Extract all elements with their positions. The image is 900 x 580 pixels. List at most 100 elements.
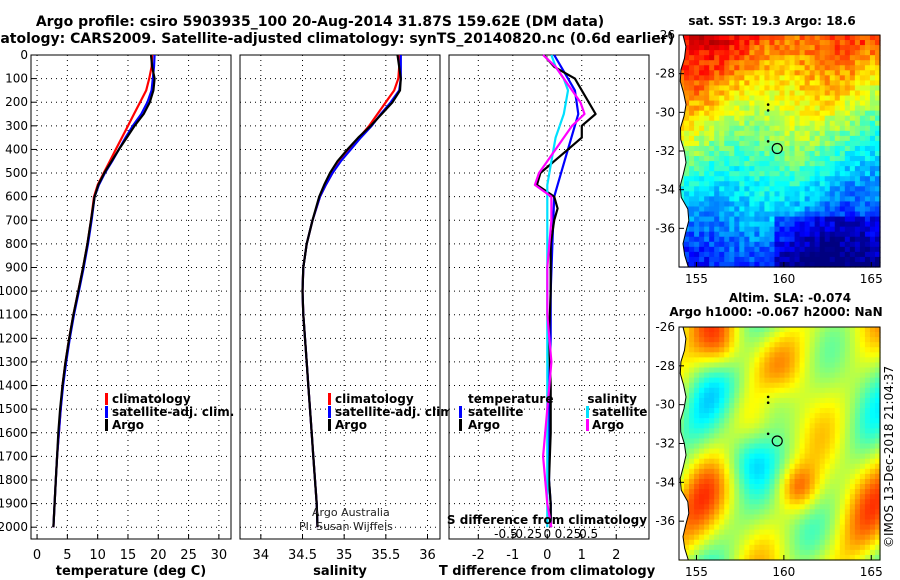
sst-heatmap (679, 34, 881, 268)
map-cell (809, 145, 816, 152)
map-cell (804, 392, 811, 399)
map-cell (724, 473, 730, 480)
map-cell (829, 554, 836, 561)
map-cell (719, 171, 725, 177)
map-cell (739, 473, 745, 480)
map-cell (839, 110, 846, 117)
map-cell (689, 50, 695, 56)
map-cell (724, 433, 730, 440)
map-cell (854, 387, 861, 394)
map-cell (804, 246, 811, 253)
map-cell (709, 478, 715, 485)
map-cell (709, 201, 715, 208)
map-cell (759, 246, 766, 253)
map-cell (699, 35, 705, 41)
map-cell (709, 231, 715, 238)
map-cell (869, 499, 876, 505)
map-cell (819, 534, 826, 541)
map-cell (784, 377, 791, 384)
map-cell (829, 504, 836, 510)
map-cell (844, 115, 851, 122)
map-cell (754, 186, 761, 192)
map-cell (779, 448, 786, 455)
map-cell (764, 115, 771, 122)
map-cell (694, 216, 700, 223)
map-cell (819, 367, 826, 374)
map-cell (819, 423, 826, 429)
map-cell (804, 402, 811, 409)
map-cell (699, 463, 705, 470)
map-cell (824, 367, 831, 374)
map-cell (794, 549, 801, 556)
map-cell (784, 352, 791, 358)
map-cell (734, 261, 740, 268)
map-cell (694, 105, 700, 112)
map-cell (694, 418, 700, 424)
map-cell (764, 428, 771, 434)
map-cell (839, 216, 846, 223)
map-cell (729, 392, 735, 399)
map-cell (824, 191, 831, 197)
map-cell (819, 221, 826, 228)
depth-tick-label: 500 (5, 166, 28, 180)
map-cell (689, 65, 695, 71)
map-cell (774, 256, 781, 263)
map-cell (704, 216, 710, 223)
map-cell (804, 539, 811, 546)
map-cell (869, 256, 876, 263)
map-cell (699, 120, 705, 127)
map-cell (719, 337, 725, 343)
map-cell (764, 75, 771, 81)
map-cell (874, 347, 881, 353)
map-cell (789, 45, 796, 51)
map-cell (689, 473, 695, 480)
map-cell (769, 95, 776, 102)
map-cell (729, 156, 735, 162)
map-cell (844, 55, 851, 61)
map-cell (709, 433, 715, 440)
map-cell (704, 327, 710, 333)
x-tick-label: 10 (89, 548, 106, 563)
map-cell (759, 392, 766, 399)
map-cell (764, 105, 771, 112)
map-cell (679, 484, 685, 490)
map-cell (824, 90, 831, 97)
map-cell (864, 186, 871, 192)
map-cell (709, 90, 715, 97)
map-cell (714, 231, 720, 238)
map-cell (714, 110, 720, 117)
map-cell (694, 392, 700, 399)
map-cell (784, 80, 791, 87)
map-cell (824, 463, 831, 470)
map-cell (734, 211, 740, 218)
map-cell (689, 40, 695, 46)
map-cell (874, 181, 881, 187)
map-cell (774, 35, 781, 41)
map-cell (734, 549, 740, 556)
map-cell (744, 45, 750, 51)
map-cell (814, 50, 821, 56)
map-cell (849, 85, 856, 92)
map-cell (734, 70, 740, 76)
map-cell (789, 70, 796, 76)
map-cell (829, 135, 836, 142)
map-cell (744, 256, 750, 263)
map-cell (864, 196, 871, 203)
map-cell (699, 151, 705, 157)
map-cell (724, 342, 730, 348)
map-cell (834, 105, 841, 112)
map-cell (814, 60, 821, 66)
map-cell (749, 181, 755, 187)
map-cell (824, 544, 831, 551)
map-cell (764, 387, 771, 394)
map-cell (739, 458, 745, 465)
map-cell (824, 156, 831, 162)
map-cell (824, 236, 831, 243)
map-cell (824, 509, 831, 516)
map-cell (789, 181, 796, 187)
map-cell (754, 156, 761, 162)
map-cell (739, 443, 745, 450)
map-cell (759, 95, 766, 102)
map-cell (689, 196, 695, 203)
map-cell (709, 509, 715, 516)
